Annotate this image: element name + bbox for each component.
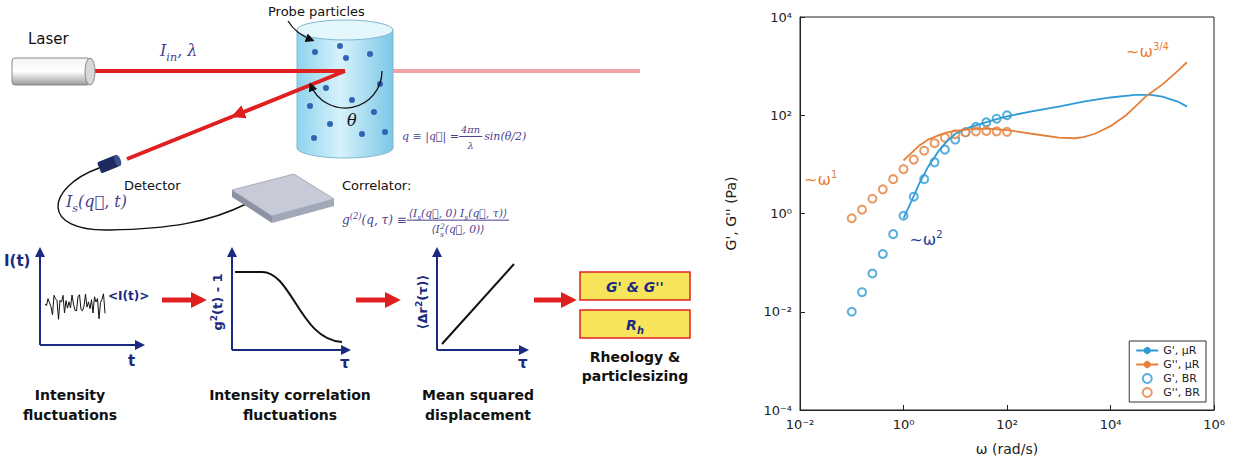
svg-text:G'', BR: G'', BR (1163, 386, 1200, 399)
svg-text:h: h (637, 325, 644, 336)
svg-text:2: 2 (413, 300, 424, 307)
svg-text:ω (rad/s): ω (rad/s) (976, 441, 1038, 457)
svg-text:I(t): I(t) (4, 252, 30, 270)
svg-text:particlesizing: particlesizing (582, 368, 689, 384)
svg-text:<I(t)>: <I(t)> (108, 289, 149, 303)
svg-text:Mean squared: Mean squared (422, 387, 534, 403)
svg-text:(q⃗, τ)⟩: (q⃗, τ)⟩ (468, 207, 507, 220)
svg-text:Intensity: Intensity (35, 387, 105, 403)
svg-text:displacement: displacement (425, 407, 531, 423)
svg-text:sin(θ/2): sin(θ/2) (484, 130, 526, 143)
svg-text:G' & G'': G' & G'' (606, 279, 664, 295)
svg-text:G', G'' (Pa): G', G'' (Pa) (723, 177, 739, 251)
svg-text:(τ)⟩: (τ)⟩ (415, 275, 430, 301)
svg-text:Probe particles: Probe particles (268, 4, 365, 19)
svg-text:τ: τ (518, 354, 528, 372)
svg-text:in: in (166, 51, 177, 64)
svg-text:λ: λ (466, 140, 473, 151)
svg-text:t: t (128, 352, 135, 370)
svg-text:10⁰: 10⁰ (893, 417, 915, 432)
svg-text:I: I (160, 41, 167, 60)
svg-text:~ω: ~ω (1126, 42, 1153, 61)
svg-text:(q, τ) ≡: (q, τ) ≡ (362, 213, 407, 227)
svg-text:fluctuations: fluctuations (243, 407, 337, 423)
svg-text:10⁻²: 10⁻² (763, 304, 792, 319)
svg-text:10²: 10² (996, 417, 1018, 432)
svg-text:⟨Δr: ⟨Δr (415, 306, 430, 329)
svg-text:Correlator:: Correlator: (342, 178, 411, 193)
html-text:⟨Is: ⟨Is (408, 206, 422, 222)
svg-text:, λ: , λ (177, 41, 197, 60)
svg-text:2: 2 (439, 221, 445, 231)
svg-text:10⁻²: 10⁻² (786, 417, 815, 432)
svg-text:3/4: 3/4 (1153, 41, 1169, 52)
svg-text:⟨I: ⟨I (431, 223, 440, 237)
svg-text:10⁰: 10⁰ (770, 206, 792, 221)
svg-text:R: R (626, 317, 637, 333)
svg-text:Detector: Detector (124, 178, 181, 193)
svg-text:Rheology &: Rheology & (590, 349, 681, 365)
svg-text:(q⃗, 0) I: (q⃗, 0) I (421, 207, 465, 220)
svg-text:g: g (342, 213, 350, 227)
svg-text:g: g (210, 321, 225, 330)
svg-text:2: 2 (936, 229, 942, 240)
svg-text:θ: θ (347, 111, 357, 130)
svg-text:10²: 10² (770, 108, 792, 123)
svg-text:(2): (2) (350, 211, 362, 221)
svg-text:fluctuations: fluctuations (23, 407, 117, 423)
svg-text:~ω: ~ω (804, 170, 831, 189)
svg-text:s: s (440, 230, 444, 239)
svg-text:Laser: Laser (28, 30, 70, 48)
svg-text:G', μR: G', μR (1163, 344, 1197, 357)
svg-text:q ≡ |q⃗| =: q ≡ |q⃗| = (402, 130, 459, 144)
html-text:Is: Is (66, 192, 79, 215)
svg-text:4πn: 4πn (460, 124, 480, 135)
svg-text:1: 1 (831, 169, 837, 180)
svg-text:~ω: ~ω (909, 230, 936, 249)
svg-text:10⁶: 10⁶ (1203, 417, 1225, 432)
svg-text:Intensity correlation: Intensity correlation (209, 387, 371, 403)
svg-text:G'', μR: G'', μR (1163, 358, 1200, 371)
svg-text:10⁴: 10⁴ (770, 10, 792, 25)
svg-text:10⁴: 10⁴ (1100, 417, 1122, 432)
svg-text:G', BR: G', BR (1163, 372, 1197, 385)
svg-text:(t) - 1: (t) - 1 (210, 273, 225, 315)
svg-text:τ: τ (340, 354, 350, 372)
svg-text:(q⃗, t): (q⃗, t) (78, 192, 127, 211)
svg-text:10⁻⁴: 10⁻⁴ (763, 403, 792, 418)
svg-text:2: 2 (208, 315, 219, 322)
svg-text:(q⃗, 0)⟩: (q⃗, 0)⟩ (445, 223, 485, 236)
